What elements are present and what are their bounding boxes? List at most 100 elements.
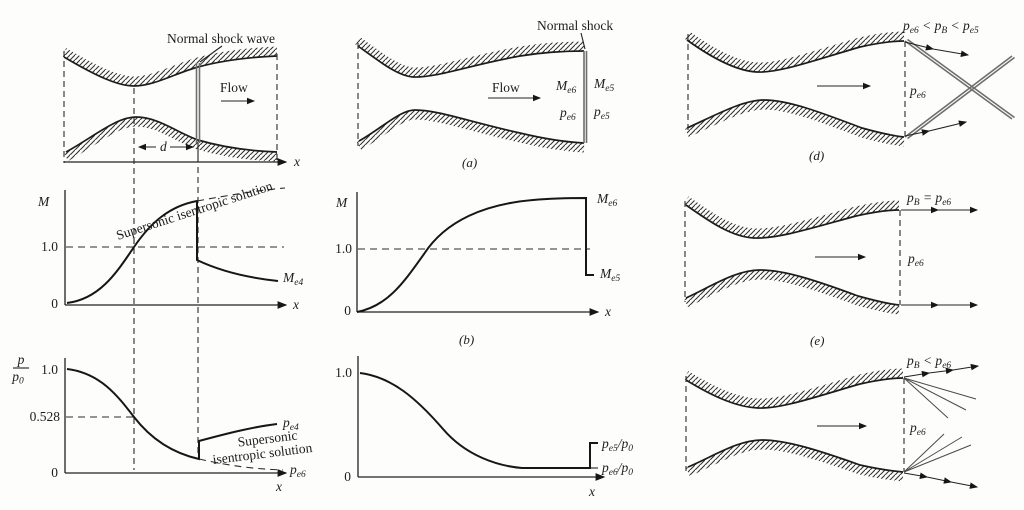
panel-perfectly-expanded-nozzle: pB = pe6 pe6 (e) <box>683 190 979 348</box>
streamline-top-seg1 <box>904 41 935 51</box>
panel-nozzle-exit-shock: Normal shock Flow Me6 Me5 pe6 pe5 (a) <box>355 18 614 170</box>
pressure-curve <box>66 368 278 461</box>
streamline-bottom-seg3 <box>950 481 979 489</box>
lower-wall-hatch <box>684 270 900 315</box>
expansion-fan-bottom-3 <box>903 444 972 473</box>
panel-underexpanded-nozzle: pB < pe6 pe6 <box>683 353 980 489</box>
panel-overexpanded-nozzle: pe6 < pB < pe5 pe6 (d) <box>684 18 1015 163</box>
lower-wall <box>686 99 905 138</box>
back-pressure-condition: pB < pe6 <box>906 353 951 371</box>
nozzle-x-axis-label: x <box>293 154 300 169</box>
lower-wall <box>358 109 585 144</box>
pressure-isentropic-label-line1: Supersonic <box>237 427 298 449</box>
lower-wall-hatch <box>63 117 278 162</box>
caption-e: (e) <box>810 333 824 348</box>
mach-axis-label: M <box>335 195 348 210</box>
streamline-top-seg2 <box>928 367 955 375</box>
mach-x-label: x <box>292 297 299 312</box>
streamline-bottom-seg2 <box>928 120 968 132</box>
pressure-tick-one: 1.0 <box>335 365 352 380</box>
pressure-exit-label-pe6: pe6 <box>289 462 306 480</box>
streamline-top-seg1 <box>903 370 931 378</box>
mach-tick-one: 1.0 <box>335 241 352 256</box>
pressure-isentropic-dashed <box>198 458 284 471</box>
caption-d: (d) <box>809 148 824 163</box>
label-me5: Me5 <box>593 76 614 94</box>
pressure-x-label: x <box>275 479 282 494</box>
back-pressure-condition: pe6 < pB < pe5 <box>902 18 979 36</box>
pressure-tick-zero: 0 <box>344 469 351 484</box>
panel-mach-plot-exit-shock: M 1.0 0 x Me6 Me5 (b) <box>335 191 620 347</box>
mach-tick-zero: 0 <box>51 296 58 311</box>
label-me6: Me6 <box>555 78 576 96</box>
oblique-shock-top-1 <box>904 40 1013 120</box>
expansion-fan-bottom-1 <box>903 433 945 473</box>
caption-a: (a) <box>462 155 477 170</box>
label-pe6: pe6 <box>909 83 926 101</box>
streamline-top-seg2 <box>932 48 970 58</box>
pressure-exit-label-pe4: pe4 <box>282 415 299 433</box>
upper-wall <box>685 204 900 239</box>
lower-wall <box>65 116 278 153</box>
label-me6: Me6 <box>596 191 617 209</box>
panel-nozzle-internal-shock: x d Flow Normal shock wave <box>61 31 300 470</box>
label-pe6: pe6 <box>907 251 924 269</box>
upper-wall <box>686 39 905 73</box>
pressure-tick-critical: 0.528 <box>30 409 61 424</box>
upper-wall <box>63 55 278 87</box>
lower-wall <box>687 439 904 473</box>
label-pe6-p0: pe6/p0 <box>601 460 633 478</box>
isentropic-solution-label: Supersonic isentropic solution <box>114 178 274 243</box>
label-pe5-p0: pe5/p0 <box>601 436 633 454</box>
mach-x-label: x <box>604 304 611 319</box>
streamline-top-seg3 <box>952 363 980 371</box>
mach-exit-label-me4: Me4 <box>282 270 303 288</box>
lower-wall <box>685 269 900 306</box>
streamline-bottom-seg1 <box>903 472 929 480</box>
pressure-tick-zero: 0 <box>51 465 58 480</box>
lower-wall-hatch <box>685 100 905 147</box>
panel-mach-plot-internal-shock: M 1.0 0 x Supersonic isentropic solution… <box>37 178 303 312</box>
streamline-bottom-seg2 <box>926 476 953 484</box>
expansion-fan-top-2 <box>903 377 967 411</box>
upper-wall <box>685 377 904 409</box>
upper-wall-hatch <box>683 196 900 238</box>
label-pe5: pe5 <box>593 104 610 122</box>
upper-wall-hatch <box>683 368 904 408</box>
mach-tick-zero: 0 <box>344 303 351 318</box>
normal-shock-label: Normal shock <box>537 18 613 33</box>
normal-shock-pointer <box>199 45 223 63</box>
oblique-shock-bottom-2 <box>907 56 1015 140</box>
lower-wall-hatch <box>686 440 904 482</box>
mach-curve <box>356 196 594 313</box>
upper-wall-hatch <box>61 46 278 86</box>
mach-tick-one: 1.0 <box>41 239 58 254</box>
mach-curve <box>66 199 279 304</box>
label-pe6: pe6 <box>559 105 576 123</box>
normal-shock-wave-label: Normal shock wave <box>167 31 275 46</box>
normal-shock-pointer <box>580 32 586 50</box>
upper-wall <box>357 45 585 78</box>
panel-pressure-plot-internal-shock: p p0 1.0 0.528 0 x pe4 Supersonic isentr… <box>11 352 313 494</box>
pressure-tick-one: 1.0 <box>41 362 58 377</box>
oblique-shock-top-2 <box>907 38 1015 119</box>
panel-pressure-plot-exit-shock: 1.0 0 x pe5/p0 pe6/p0 <box>335 356 633 499</box>
pressure-frac-num: p <box>17 352 25 367</box>
oblique-shock-bottom-1 <box>904 55 1013 138</box>
expansion-fan-bottom-2 <box>903 436 963 473</box>
mach-axis-label: M <box>37 194 50 209</box>
flow-label: Flow <box>220 80 248 95</box>
label-pe6: pe6 <box>909 420 926 438</box>
expansion-fan-top-3 <box>903 377 977 400</box>
caption-b: (b) <box>459 332 474 347</box>
label-me5: Me5 <box>599 266 620 284</box>
pressure-x-label: x <box>588 484 595 499</box>
streamline-bottom-seg1 <box>904 129 931 137</box>
d-dimension-label: d <box>160 139 167 154</box>
expansion-fan-top-1 <box>903 377 949 419</box>
lower-wall-hatch <box>356 110 585 153</box>
back-pressure-condition: pB = pe6 <box>906 190 951 208</box>
upper-wall-hatch <box>684 31 905 72</box>
